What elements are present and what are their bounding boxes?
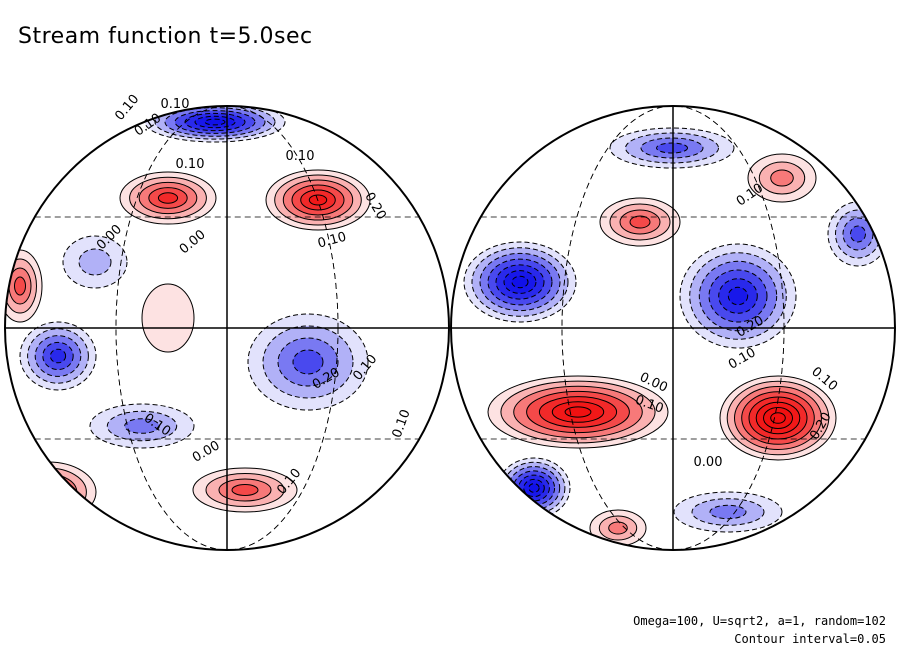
graticule-right: [451, 106, 895, 550]
positive-extremum: [119, 171, 217, 225]
negative-extremum: [609, 127, 735, 169]
positive-extremum: [719, 375, 837, 461]
positive-extremum: [5, 461, 97, 523]
negative-extremum: [19, 321, 97, 391]
contour-label: 0.10: [176, 157, 205, 172]
negative-extremum: [497, 457, 571, 519]
contour-label: 0.00: [694, 455, 723, 470]
hemisphere-right: 0.100.200.100.000.100.100.200.00: [450, 105, 896, 551]
disc-outline-right: [450, 105, 896, 551]
contour-interval-annotation: Contour interval=0.05: [734, 632, 886, 646]
negative-extremum: [89, 403, 195, 449]
positive-extremum: [141, 283, 195, 353]
contour-label: 0.10: [161, 97, 190, 112]
negative-extremum: [679, 243, 797, 349]
positive-extremum: [487, 375, 669, 449]
negative-extremum: [827, 201, 889, 267]
negative-extremum: [247, 313, 369, 411]
chart-title: Stream function t=5.0sec: [18, 24, 313, 49]
graticule-left: [5, 106, 449, 550]
contour-label: 0.10: [112, 92, 142, 124]
negative-extremum: [673, 491, 783, 533]
negative-extremum: [463, 241, 577, 323]
hemisphere-left: 0.100.100.100.200.00 0.00 0.100.20 0.100.10…: [4, 92, 450, 551]
parameters-annotation: Omega=100, U=sqrt2, a=1, random=102: [633, 614, 886, 628]
positive-extremum: [599, 197, 681, 247]
disc-outline-left: [4, 105, 450, 551]
positive-extremum: [747, 153, 817, 203]
positive-extremum: [192, 467, 298, 513]
contour-label: 0.10: [286, 149, 315, 164]
negative-extremum: [62, 235, 128, 289]
positive-extremum: [589, 509, 647, 547]
contour-label: 0.10: [316, 230, 348, 252]
